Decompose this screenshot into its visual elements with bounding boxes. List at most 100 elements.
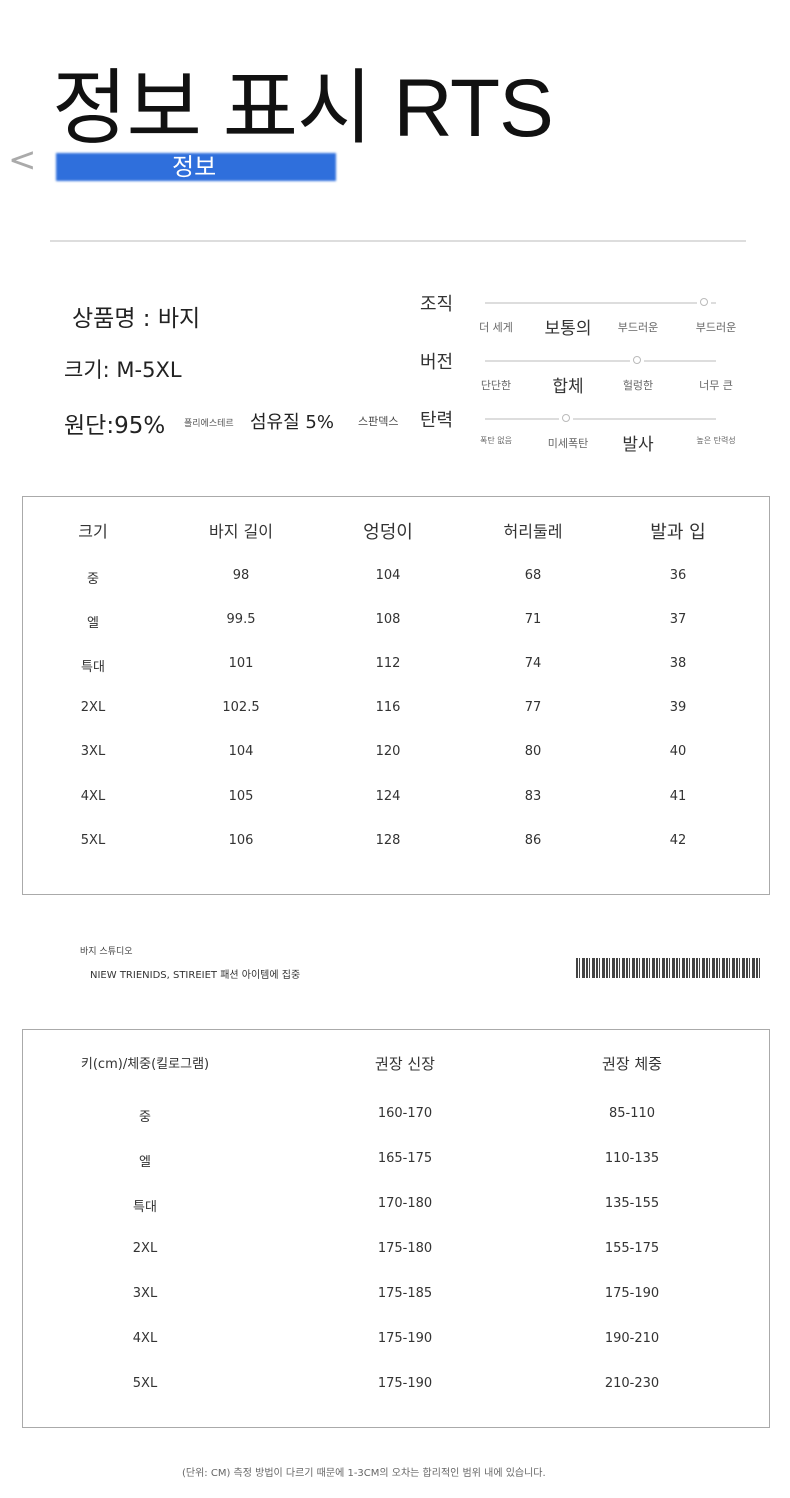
footnote: (단위: CM) 측정 방법이 다르기 때문에 1-3CM의 오차는 합리적인 … [182, 1468, 546, 1479]
table-cell: 116 [375, 700, 401, 715]
table-cell: 37 [669, 612, 687, 627]
table-cell: 105 [228, 789, 254, 804]
table-cell: 155-175 [604, 1241, 660, 1256]
table-cell: 102.5 [222, 700, 260, 715]
fabric-poly: 폴리에스테르 [184, 419, 234, 429]
subtitle-highlight [56, 153, 336, 181]
attribute-option: 너무 큰 [699, 379, 733, 392]
table-cell: 5XL [80, 833, 106, 848]
table-cell: 104 [375, 568, 401, 583]
table-cell: 175-190 [377, 1331, 433, 1346]
table-cell: 128 [375, 833, 401, 848]
table-cell: 83 [524, 789, 542, 804]
table-cell: 160-170 [377, 1106, 433, 1121]
slider-handle [700, 298, 709, 306]
table-header: 권장 신장 [375, 1055, 435, 1073]
table-header: 발과 입 [650, 522, 706, 543]
table-cell: 210-230 [604, 1376, 660, 1391]
brand-name: 바지 스튜디오 [80, 947, 133, 957]
attribute-option: 단단한 [480, 379, 512, 392]
table-cell: 80 [524, 744, 542, 759]
fabric-spandex: 스판덱스 [358, 415, 399, 428]
table-cell: 124 [375, 789, 401, 804]
slider-handle [561, 414, 570, 422]
attribute-option: 폭탄 없음 [480, 436, 512, 445]
table-cell: 엘 [87, 616, 99, 631]
divider [50, 240, 746, 242]
table-cell: 3XL [132, 1286, 158, 1301]
table-header: 키(cm)/체중(킬로그램) [80, 1057, 210, 1072]
slider-track [572, 418, 716, 420]
table-cell: 2XL [132, 1241, 158, 1256]
attribute-option: 부드러운 [617, 321, 659, 334]
table-cell: 3XL [80, 744, 106, 759]
slider-track [485, 360, 631, 362]
table-cell: 74 [524, 656, 542, 671]
barcode [576, 958, 762, 978]
table-cell: 135-155 [604, 1196, 660, 1211]
table-header: 허리둘레 [503, 522, 563, 541]
table-cell: 특대 [81, 660, 105, 675]
table-cell: 엘 [139, 1155, 151, 1170]
table-cell: 85-110 [608, 1106, 656, 1121]
attribute-option: 헐렁한 [622, 379, 654, 392]
table-cell: 68 [524, 568, 542, 583]
table-cell: 175-190 [377, 1376, 433, 1391]
table-cell: 170-180 [377, 1196, 433, 1211]
slider-track [485, 418, 559, 420]
table-cell: 5XL [132, 1376, 158, 1391]
table-cell: 175-180 [377, 1241, 433, 1256]
table-cell: 101 [228, 656, 254, 671]
table-cell: 108 [375, 612, 401, 627]
table-header: 크기 [78, 522, 108, 541]
attribute-label: 조직 [420, 294, 454, 315]
table-cell: 120 [375, 744, 401, 759]
brand-tagline: NIEW TRIENIDS, STIREIET 패션 아이템에 집중 [90, 970, 301, 981]
table-cell: 36 [669, 568, 687, 583]
slider-track [711, 302, 716, 304]
table-cell: 190-210 [604, 1331, 660, 1346]
slider-track [644, 360, 716, 362]
table-cell: 40 [669, 744, 687, 759]
table-cell: 2XL [80, 700, 106, 715]
table-cell: 41 [669, 789, 687, 804]
table-cell: 4XL [80, 789, 106, 804]
table-cell: 중 [87, 572, 99, 587]
fabric-main: 원단:95% [64, 413, 166, 439]
chevron-left-icon[interactable]: < [8, 140, 37, 180]
attribute-option: 합체 [552, 377, 584, 397]
table-cell: 86 [524, 833, 542, 848]
table-cell: 99.5 [226, 612, 256, 627]
attribute-option: 미세폭탄 [547, 437, 589, 450]
table-cell: 중 [139, 1110, 151, 1125]
table-cell: 39 [669, 700, 687, 715]
table-cell: 110-135 [604, 1151, 660, 1166]
table-header: 권장 체중 [602, 1055, 662, 1073]
table-cell: 4XL [132, 1331, 158, 1346]
table-cell: 112 [375, 656, 401, 671]
table-header: 엉덩이 [363, 522, 413, 543]
product-size: 크기: M-5XL [64, 358, 182, 382]
page-title: 정보 표시 RTS [52, 63, 554, 154]
attribute-option: 높은 탄력성 [696, 436, 736, 445]
attribute-label: 버전 [420, 352, 454, 373]
attribute-label: 탄력 [420, 410, 454, 431]
table-cell: 71 [524, 612, 542, 627]
fit-table [22, 1029, 770, 1428]
table-cell: 104 [228, 744, 254, 759]
table-cell: 42 [669, 833, 687, 848]
table-cell: 165-175 [377, 1151, 433, 1166]
subtitle: 정보 [172, 153, 217, 181]
attribute-option: 보통의 [544, 319, 592, 339]
attribute-option: 부드러운 [695, 321, 737, 334]
table-cell: 175-185 [377, 1286, 433, 1301]
table-header: 바지 길이 [209, 522, 273, 541]
product-name: 상품명 : 바지 [72, 306, 201, 332]
table-cell: 98 [232, 568, 250, 583]
table-cell: 특대 [133, 1200, 157, 1215]
slider-track [485, 302, 698, 304]
table-cell: 175-190 [604, 1286, 660, 1301]
size-table [22, 496, 770, 895]
slider-handle [633, 356, 642, 364]
